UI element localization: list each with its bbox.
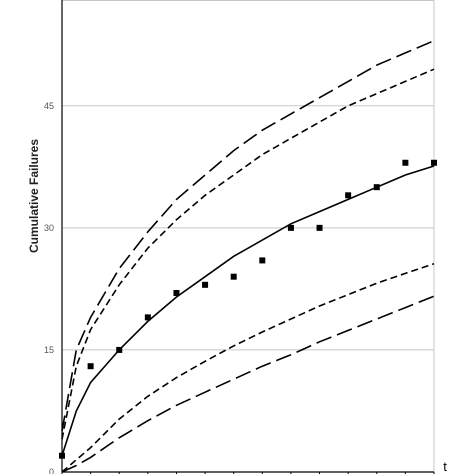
failure-marker	[173, 289, 180, 296]
failure-marker	[373, 184, 380, 191]
failure-marker	[316, 224, 323, 231]
failure-marker	[144, 314, 151, 321]
observed-failure-markers	[59, 159, 437, 459]
failure-marker	[345, 192, 352, 199]
series-line-short-dash-4	[61, 262, 435, 473]
series-line-long-dash-2	[61, 39, 435, 432]
x-axis-title: t	[443, 459, 447, 474]
gridlines	[62, 0, 435, 472]
series-line-short-dash-3	[61, 68, 435, 440]
series-line-long-dash-5	[61, 295, 435, 473]
failure-marker	[402, 159, 409, 166]
y-tick-label: 30	[44, 223, 54, 233]
axes	[61, 0, 434, 473]
series-line-solid-1	[61, 165, 435, 456]
series-lines	[61, 39, 435, 473]
failure-marker	[59, 452, 65, 459]
y-axis-tick-labels: 0 15 30 45	[44, 101, 54, 474]
y-tick-label: 15	[44, 345, 54, 355]
failure-marker	[116, 346, 123, 353]
failure-marker	[431, 159, 437, 166]
y-tick-label: 45	[44, 101, 54, 111]
failure-marker	[230, 273, 237, 280]
y-axis-title: Cumulative Failures	[27, 139, 41, 253]
failure-marker	[202, 281, 209, 288]
failure-marker	[259, 257, 266, 264]
failure-marker	[87, 363, 94, 370]
y-tick-label: 0	[49, 467, 54, 474]
failure-marker	[287, 224, 294, 231]
x-axis-ticks	[61, 472, 435, 474]
